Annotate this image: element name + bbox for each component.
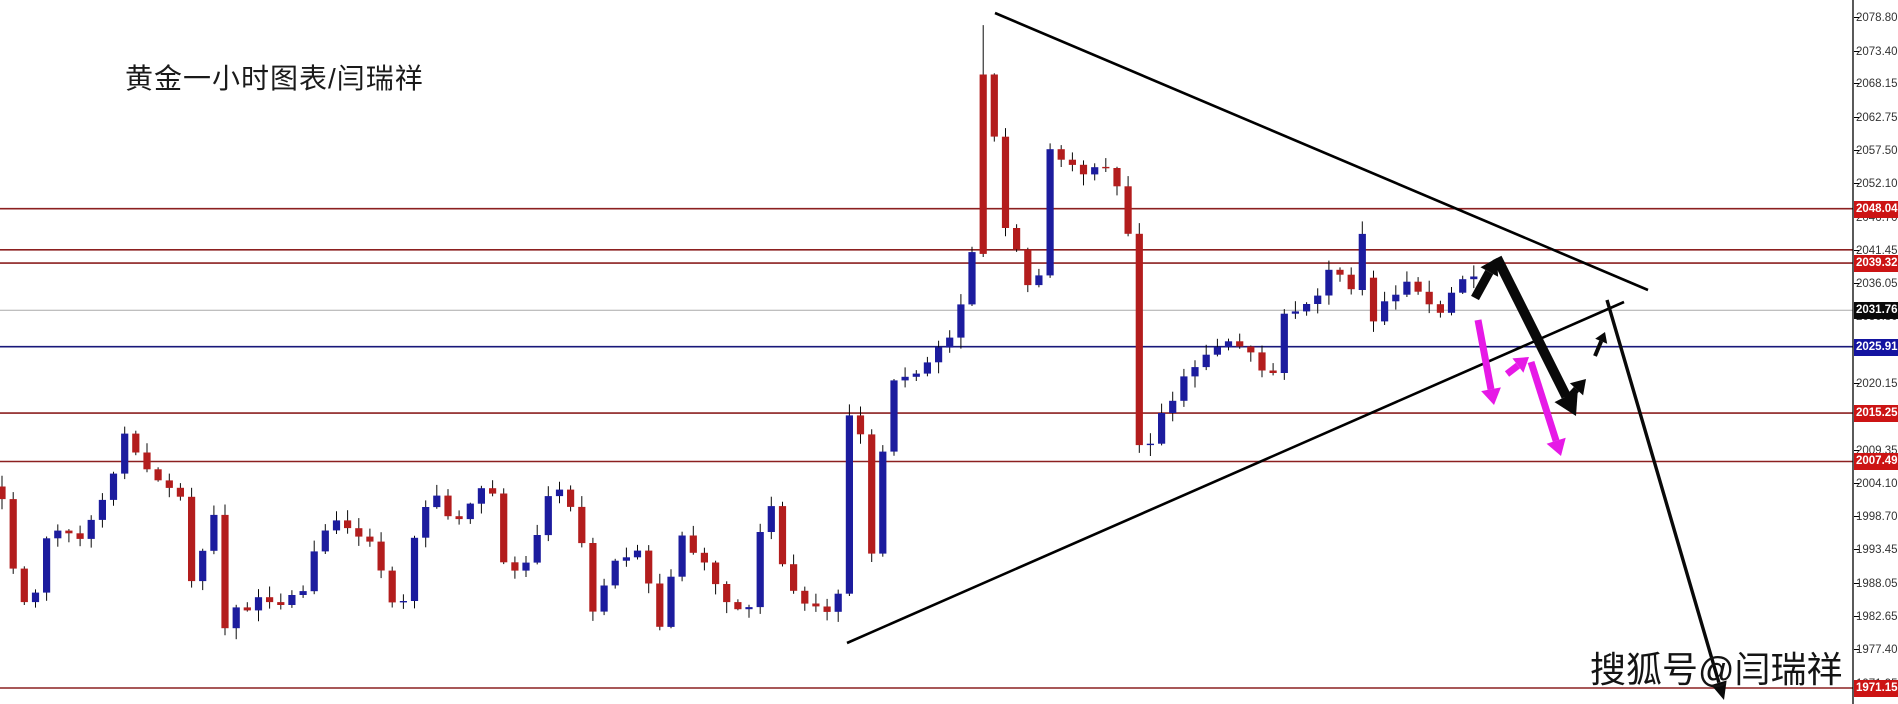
svg-text:搜狐号@闫瑞祥: 搜狐号@闫瑞祥 <box>1590 649 1843 690</box>
